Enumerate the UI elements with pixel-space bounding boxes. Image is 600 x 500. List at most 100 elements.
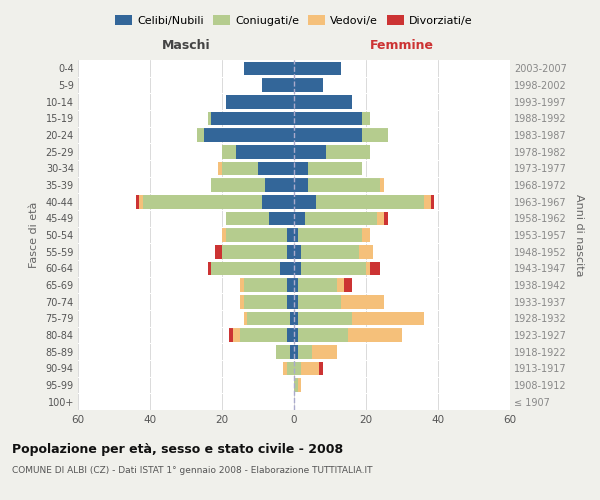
Bar	[341, 295, 384, 308]
Text: Popolazione per età, sesso e stato civile - 2008: Popolazione per età, sesso e stato civil…	[12, 442, 343, 456]
Bar	[222, 145, 236, 158]
Bar	[226, 212, 269, 225]
Bar	[352, 312, 424, 325]
Bar	[222, 228, 226, 242]
Bar	[298, 345, 312, 358]
Bar	[244, 278, 287, 292]
Bar	[366, 262, 370, 275]
Bar	[294, 262, 301, 275]
Bar	[294, 78, 323, 92]
Bar	[298, 295, 341, 308]
Bar	[301, 362, 319, 375]
Text: Maschi: Maschi	[161, 38, 211, 52]
Bar	[370, 262, 380, 275]
Bar	[294, 345, 298, 358]
Bar	[287, 278, 294, 292]
Bar	[240, 295, 244, 308]
Bar	[215, 245, 222, 258]
Bar	[283, 362, 287, 375]
Bar	[384, 212, 388, 225]
Bar	[218, 162, 222, 175]
Bar	[294, 195, 316, 208]
Bar	[139, 195, 143, 208]
Bar	[298, 278, 337, 292]
Bar	[287, 295, 294, 308]
Bar	[326, 145, 370, 158]
Bar	[294, 62, 341, 75]
Bar	[359, 245, 373, 258]
Bar	[294, 278, 298, 292]
Bar	[348, 328, 402, 342]
Bar	[136, 195, 139, 208]
Bar	[222, 162, 258, 175]
Bar	[143, 195, 262, 208]
Bar	[298, 228, 362, 242]
Bar	[294, 362, 301, 375]
Bar	[294, 312, 298, 325]
Bar	[276, 345, 290, 358]
Bar	[298, 312, 352, 325]
Bar	[240, 328, 287, 342]
Bar	[308, 178, 380, 192]
Bar	[316, 195, 424, 208]
Bar	[362, 128, 388, 142]
Bar	[258, 162, 294, 175]
Text: COMUNE DI ALBI (CZ) - Dati ISTAT 1° gennaio 2008 - Elaborazione TUTTITALIA.IT: COMUNE DI ALBI (CZ) - Dati ISTAT 1° genn…	[12, 466, 373, 475]
Y-axis label: Anni di nascita: Anni di nascita	[574, 194, 584, 276]
Bar	[337, 278, 344, 292]
Bar	[290, 345, 294, 358]
Bar	[287, 245, 294, 258]
Bar	[240, 278, 244, 292]
Bar	[301, 262, 366, 275]
Bar	[294, 112, 362, 125]
Bar	[287, 228, 294, 242]
Bar	[294, 328, 298, 342]
Bar	[344, 278, 352, 292]
Bar	[294, 128, 362, 142]
Bar	[294, 178, 308, 192]
Bar	[362, 112, 370, 125]
Bar	[208, 262, 211, 275]
Bar	[377, 212, 384, 225]
Bar	[298, 328, 348, 342]
Bar	[262, 195, 294, 208]
Bar	[233, 328, 240, 342]
Bar	[262, 78, 294, 92]
Bar	[431, 195, 434, 208]
Bar	[208, 112, 211, 125]
Bar	[211, 262, 280, 275]
Y-axis label: Fasce di età: Fasce di età	[29, 202, 38, 268]
Bar	[294, 295, 298, 308]
Bar	[294, 245, 301, 258]
Bar	[294, 95, 352, 108]
Bar	[301, 245, 359, 258]
Legend: Celibi/Nubili, Coniugati/e, Vedovi/e, Divorziati/e: Celibi/Nubili, Coniugati/e, Vedovi/e, Di…	[111, 10, 477, 30]
Bar	[319, 362, 323, 375]
Bar	[287, 328, 294, 342]
Bar	[197, 128, 204, 142]
Bar	[211, 112, 294, 125]
Bar	[294, 212, 305, 225]
Bar	[312, 345, 337, 358]
Bar	[294, 378, 298, 392]
Bar	[287, 362, 294, 375]
Bar	[294, 162, 308, 175]
Bar	[211, 178, 265, 192]
Bar	[294, 228, 298, 242]
Bar	[298, 378, 301, 392]
Bar	[362, 228, 370, 242]
Text: Femmine: Femmine	[370, 38, 434, 52]
Bar	[424, 195, 431, 208]
Bar	[229, 328, 233, 342]
Bar	[244, 62, 294, 75]
Bar	[244, 295, 287, 308]
Bar	[294, 145, 326, 158]
Bar	[269, 212, 294, 225]
Bar	[380, 178, 384, 192]
Bar	[280, 262, 294, 275]
Bar	[222, 245, 287, 258]
Bar	[204, 128, 294, 142]
Bar	[305, 212, 377, 225]
Bar	[244, 312, 247, 325]
Bar	[226, 228, 287, 242]
